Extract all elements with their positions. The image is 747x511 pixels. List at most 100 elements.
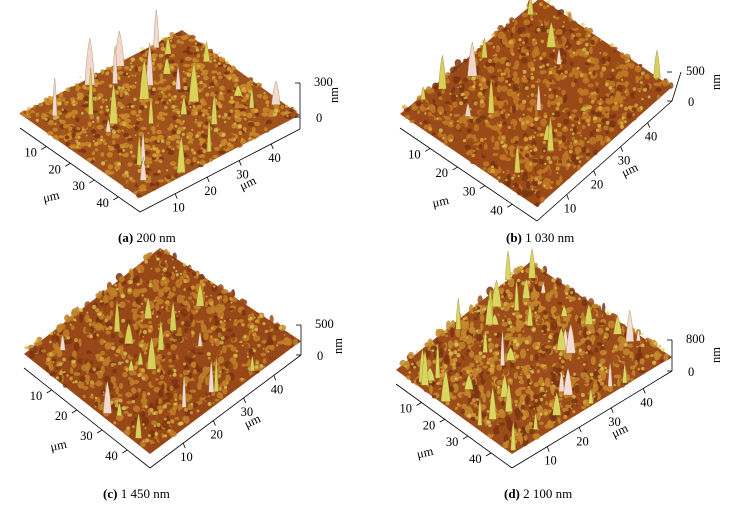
surface-highlight [120, 106, 123, 109]
surface-grain [498, 425, 502, 433]
surface-highlight [165, 300, 169, 304]
surface-highlight [251, 83, 253, 86]
surface-grain [600, 56, 607, 65]
surface-grain [526, 180, 531, 190]
surface-grain [143, 144, 150, 148]
surface-highlight [92, 304, 97, 310]
surface-highlight [178, 310, 180, 313]
surface-highlight [453, 350, 458, 355]
surface-highlight [585, 118, 590, 123]
surface-grain [559, 73, 566, 80]
surface-grain [89, 395, 95, 399]
surface-grain [644, 74, 650, 80]
surface-grain [161, 120, 165, 125]
surface-highlight [224, 120, 227, 124]
surface-highlight [527, 386, 531, 389]
surface-grain [654, 352, 659, 361]
surface-grain [214, 91, 218, 95]
surface-grain [205, 121, 209, 126]
panel-b-caption: (b) 1 030 nm [506, 230, 574, 246]
surface-grain [45, 108, 50, 113]
tick-mark [174, 193, 178, 199]
surface-spike [438, 55, 447, 90]
surface-highlight [201, 130, 204, 133]
surface-highlight [129, 150, 133, 154]
surface-grain [190, 292, 197, 296]
surface-grain [171, 44, 177, 49]
surface-grain [239, 115, 245, 119]
surface-highlight [467, 414, 472, 419]
surface-highlight [530, 93, 535, 97]
surface-grain [549, 52, 556, 59]
surface-grain [596, 341, 603, 346]
surface-grain [547, 93, 554, 99]
surface-highlight [127, 288, 132, 293]
surface-highlight [115, 90, 119, 94]
surface-highlight [488, 337, 492, 342]
z-tick-label: 0 [688, 95, 694, 109]
surface-highlight [583, 363, 586, 366]
surface-highlight [130, 85, 132, 88]
surface-grain [569, 50, 576, 58]
surface-highlight [472, 398, 477, 403]
surface-grain [152, 317, 159, 325]
surface-highlight [233, 122, 237, 126]
surface-grain [75, 117, 80, 123]
surface-highlight [494, 343, 499, 348]
surface-grain [663, 353, 669, 361]
surface-grain [118, 338, 126, 344]
surface-grain [238, 319, 244, 323]
surface-grain [159, 73, 164, 79]
surface-grain [272, 335, 277, 342]
tick-label-right: 10 [564, 202, 577, 216]
surface-highlight [114, 283, 118, 287]
surface-grain [169, 161, 177, 166]
surface-grain [462, 77, 469, 83]
surface-highlight [186, 135, 190, 139]
surface-highlight [213, 76, 216, 79]
surface-grain [167, 116, 173, 121]
surface-highlight [620, 124, 625, 129]
surface-grain [255, 112, 260, 117]
surface-grain [52, 127, 58, 132]
surface-grain [167, 351, 172, 356]
surface-grain [624, 88, 630, 97]
surface-highlight [197, 123, 202, 128]
surface-highlight [641, 343, 645, 348]
surface-grain [82, 356, 87, 360]
surface-highlight [193, 152, 196, 154]
surface-highlight [542, 149, 546, 153]
surface-grain [200, 98, 205, 104]
surface-highlight [476, 309, 480, 313]
surface-grain [514, 42, 520, 47]
surface-highlight [286, 114, 289, 118]
surface-highlight [540, 181, 543, 184]
surface-highlight [78, 96, 80, 99]
surface-highlight [265, 100, 270, 105]
surface-highlight [280, 105, 284, 109]
surface-grain [60, 130, 66, 136]
surface-highlight [59, 370, 64, 375]
surface-highlight [272, 112, 277, 117]
surface-grain [533, 394, 540, 399]
surface-grain [203, 290, 207, 296]
surface-highlight [557, 123, 562, 128]
surface-grain [118, 301, 126, 309]
surface-highlight [488, 114, 492, 118]
surface-highlight [140, 47, 144, 50]
surface-highlight [142, 423, 145, 426]
surface-spike [527, 0, 534, 15]
surface-highlight [564, 70, 568, 74]
surface-grain [29, 112, 37, 118]
surface-highlight [567, 163, 571, 167]
surface-grain [187, 116, 191, 120]
surface-highlight [512, 185, 515, 188]
tick-mark [485, 452, 492, 457]
surface-highlight [35, 339, 39, 343]
tick-mark [578, 427, 582, 433]
surface-highlight [141, 294, 144, 297]
surface-highlight [572, 394, 576, 399]
surface-grain [47, 131, 54, 136]
surface-grain [528, 428, 536, 435]
surface-grain [192, 271, 197, 277]
